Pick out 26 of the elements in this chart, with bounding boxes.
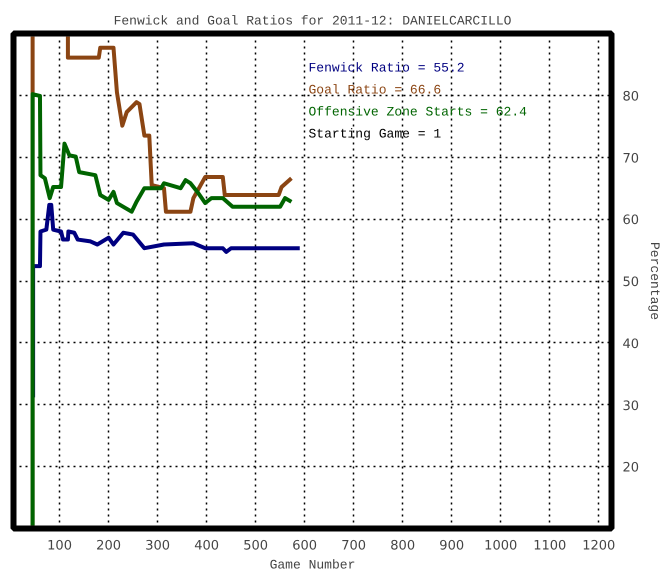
- y-tick-label: 70: [622, 151, 640, 166]
- y-tick-label: 80: [622, 89, 640, 104]
- x-tick-label: 400: [194, 538, 220, 554]
- y-tick-label: 40: [622, 336, 640, 352]
- y-tick-label: 20: [622, 460, 640, 476]
- x-tick-label: 1200: [582, 538, 616, 554]
- annotation: Starting Game = 1: [308, 126, 442, 142]
- y-axis-title: Percentage: [647, 242, 662, 320]
- y-tick-label: 50: [622, 275, 640, 290]
- y-tick-label: 30: [622, 398, 640, 414]
- chart-title: Fenwick and Goal Ratios for 2011-12: DANIELCARCILLO: [114, 14, 512, 28]
- x-tick-label: 800: [390, 538, 416, 554]
- x-tick-label: 100: [47, 538, 72, 554]
- x-tick-label: 700: [341, 538, 366, 554]
- x-tick-label: 300: [145, 538, 170, 554]
- text: Fenwick Ratio = 55.2: [308, 60, 465, 76]
- x-tick-label: 200: [96, 538, 122, 554]
- text: Goal Ratio = 66.6: [308, 82, 442, 98]
- x-tick-label: 600: [292, 538, 318, 554]
- x-axis-title: Game Number: [270, 558, 356, 572]
- x-tick-label: 1000: [484, 538, 518, 554]
- text: Offensive Zone Starts = 62.4: [308, 104, 528, 120]
- y-tick-label: 60: [622, 213, 640, 228]
- x-tick-label: 1100: [533, 538, 566, 554]
- x-tick-label: 500: [243, 538, 268, 554]
- x-tick-label: 900: [439, 538, 464, 554]
